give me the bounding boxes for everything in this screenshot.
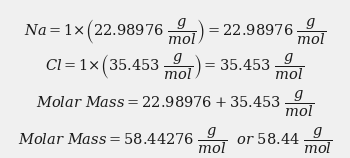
- Text: $\mathit{Molar\ Mass} = 58.44276\ \dfrac{g}{mol}\ \ \mathit{or}\ 58.44\ \dfrac{g: $\mathit{Molar\ Mass} = 58.44276\ \dfrac…: [18, 125, 332, 156]
- Text: $\mathit{Cl} = 1{\times}\left(35.453\ \dfrac{g}{mol}\right){=}35.453\ \dfrac{g}{: $\mathit{Cl} = 1{\times}\left(35.453\ \d…: [46, 52, 304, 82]
- Text: $\mathit{Molar\ Mass} = 22.98976 + 35.453\ \dfrac{g}{mol}$: $\mathit{Molar\ Mass} = 22.98976 + 35.45…: [36, 88, 314, 119]
- Text: $\mathit{Na} = 1{\times}\left(22.98976\ \dfrac{g}{mol}\right){=}22.98976\ \dfrac: $\mathit{Na} = 1{\times}\left(22.98976\ …: [24, 16, 326, 47]
